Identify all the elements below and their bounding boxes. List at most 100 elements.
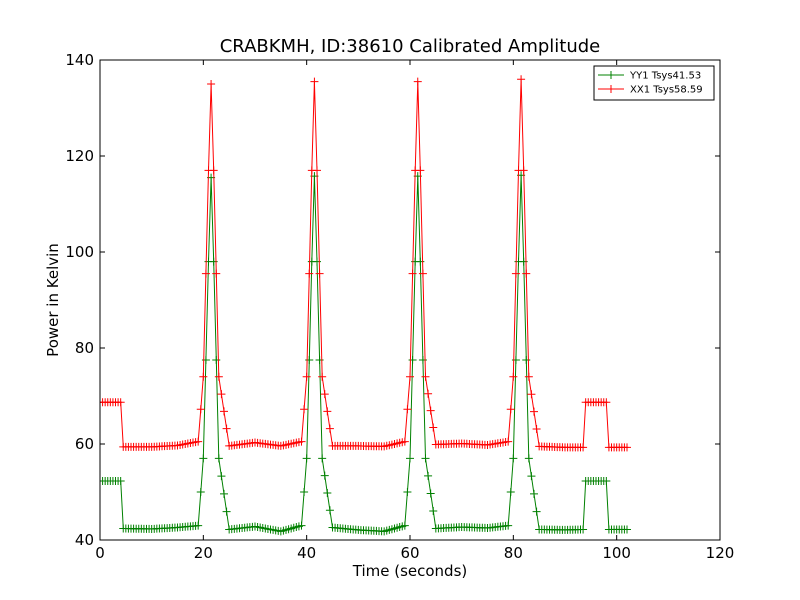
data-point xyxy=(506,488,515,496)
x-axis-ticks: 0 20 40 60 80 100 120 xyxy=(95,60,734,562)
data-point xyxy=(524,454,533,463)
data-point xyxy=(403,488,412,496)
data-point xyxy=(517,75,526,84)
x-tick-label: 120 xyxy=(706,544,735,562)
legend-item: YY1 Tsys41.53 xyxy=(598,71,701,82)
data-point xyxy=(315,269,324,278)
data-point xyxy=(214,454,223,463)
legend-label: XX1 Tsys58.59 xyxy=(630,85,703,96)
series-markers xyxy=(100,75,631,452)
data-point xyxy=(524,372,533,381)
data-point xyxy=(212,356,221,364)
data-point xyxy=(220,407,228,416)
x-tick-label: 80 xyxy=(504,544,523,562)
data-point xyxy=(413,77,422,86)
data-point xyxy=(522,269,531,278)
data-point xyxy=(194,521,203,530)
data-point xyxy=(325,506,334,515)
data-point xyxy=(602,476,611,485)
data-point xyxy=(527,472,536,481)
x-tick-label: 100 xyxy=(602,544,631,562)
data-point xyxy=(194,437,203,446)
data-point xyxy=(315,356,324,364)
series-markers xyxy=(100,171,631,536)
series-line xyxy=(100,175,627,532)
data-point xyxy=(116,476,125,485)
data-point xyxy=(310,77,319,86)
data-point xyxy=(527,390,536,399)
series-line xyxy=(100,79,627,448)
data-point xyxy=(421,454,430,463)
chart-title: CRABKMH, ID:38610 Calibrated Amplitude xyxy=(220,36,601,57)
data-point xyxy=(532,507,541,516)
data-point xyxy=(424,471,433,480)
data-point xyxy=(325,424,334,433)
data-point xyxy=(408,269,417,278)
data-point xyxy=(302,454,311,463)
data-point xyxy=(212,269,221,278)
data-point xyxy=(532,425,541,433)
data-point xyxy=(318,454,327,463)
y-axis-label: Power in Kelvin xyxy=(44,243,62,357)
x-axis-label: Time (seconds) xyxy=(352,562,468,580)
data-point xyxy=(403,405,412,414)
data-point xyxy=(318,372,327,381)
data-point xyxy=(418,356,427,364)
data-point xyxy=(297,521,306,530)
data-point xyxy=(504,521,513,530)
data-point xyxy=(222,424,231,433)
data-point xyxy=(300,405,309,414)
data-point xyxy=(416,166,425,175)
legend-label: YY1 Tsys41.53 xyxy=(629,71,701,82)
data-point xyxy=(509,454,518,463)
data-point xyxy=(199,372,208,381)
data-point xyxy=(214,372,223,381)
legend-box xyxy=(593,65,715,101)
y-tick-label: 80 xyxy=(75,339,94,357)
data-point xyxy=(400,437,409,446)
data-point xyxy=(504,437,513,446)
y-tick-label: 140 xyxy=(65,51,94,69)
y-tick-label: 100 xyxy=(65,243,94,261)
data-point xyxy=(323,488,332,497)
data-point xyxy=(209,166,218,175)
data-point xyxy=(217,472,226,481)
x-tick-label: 0 xyxy=(95,544,105,562)
data-point xyxy=(199,454,208,463)
data-point xyxy=(300,488,309,496)
data-point xyxy=(506,405,515,414)
data-point xyxy=(406,454,414,463)
legend: YY1 Tsys41.53 XX1 Tsys58.59 xyxy=(593,65,715,101)
data-point xyxy=(201,269,210,278)
data-point xyxy=(426,406,435,415)
series-yy1 xyxy=(100,171,631,536)
data-point xyxy=(302,372,311,381)
data-point xyxy=(305,269,314,278)
data-point xyxy=(421,372,430,381)
data-point xyxy=(220,489,228,498)
data-point xyxy=(511,356,520,364)
data-point xyxy=(217,390,226,399)
data-point xyxy=(320,471,329,480)
y-tick-label: 120 xyxy=(65,147,94,165)
data-point xyxy=(579,443,588,452)
series-xx1 xyxy=(100,75,631,452)
data-point xyxy=(623,525,631,534)
y-axis-ticks: 40 60 80 100 120 140 xyxy=(65,51,720,549)
data-point xyxy=(207,80,216,88)
legend-marker xyxy=(607,85,615,93)
data-point xyxy=(116,398,125,407)
data-point xyxy=(511,269,520,278)
data-point xyxy=(530,489,538,498)
data-point xyxy=(320,390,329,399)
data-point xyxy=(522,356,531,364)
data-point xyxy=(201,356,210,364)
legend-item: XX1 Tsys58.59 xyxy=(598,85,703,96)
y-tick-label: 60 xyxy=(75,435,94,453)
data-point xyxy=(408,356,417,364)
x-tick-label: 20 xyxy=(194,544,213,562)
data-point xyxy=(400,521,409,530)
data-point xyxy=(297,437,306,446)
data-point xyxy=(426,489,435,498)
